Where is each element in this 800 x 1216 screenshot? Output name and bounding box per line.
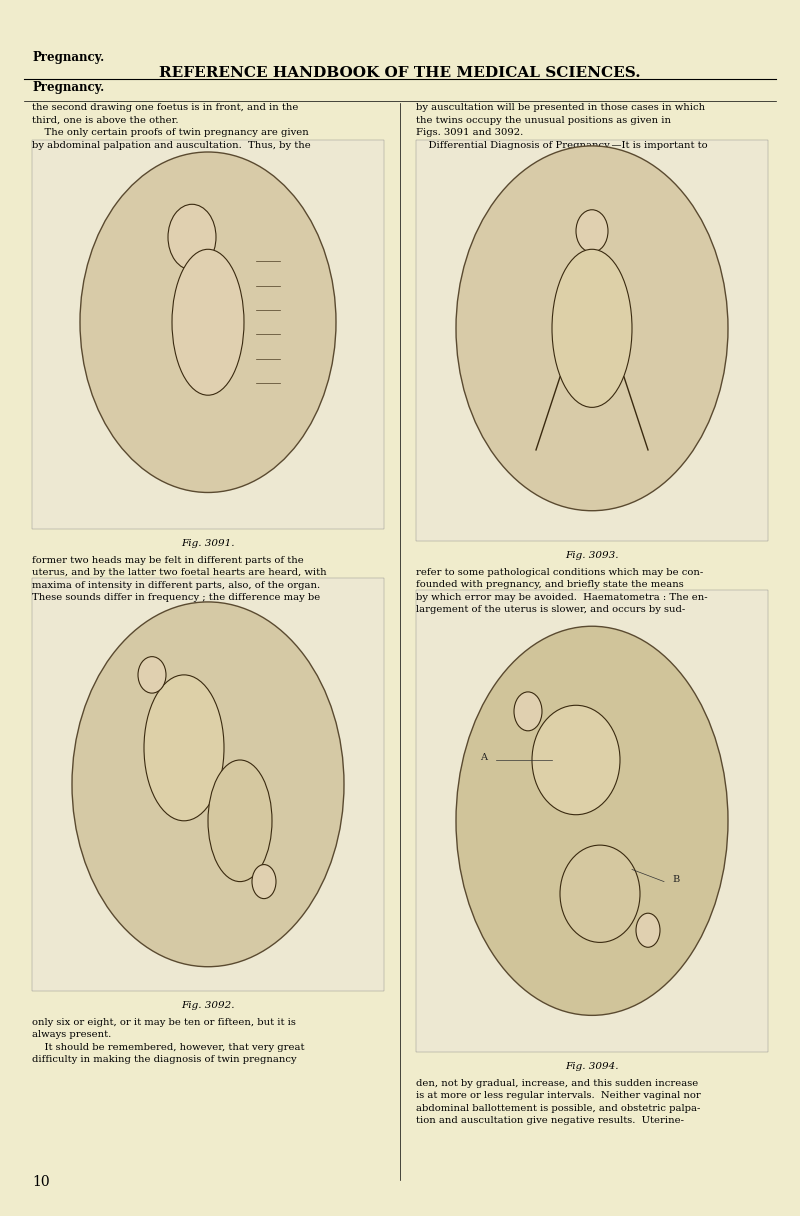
Ellipse shape: [456, 146, 728, 511]
Text: refer to some pathological conditions which may be con-
founded with pregnancy, : refer to some pathological conditions wh…: [416, 568, 708, 614]
Text: Fig. 3094.: Fig. 3094.: [566, 1062, 618, 1070]
Ellipse shape: [72, 602, 344, 967]
Text: the second drawing one foetus is in front, and in the
third, one is above the ot: the second drawing one foetus is in fron…: [32, 103, 310, 150]
Ellipse shape: [560, 845, 640, 942]
Text: Fig. 3092.: Fig. 3092.: [182, 1001, 234, 1009]
Ellipse shape: [552, 249, 632, 407]
Ellipse shape: [138, 657, 166, 693]
Text: Fig. 3091.: Fig. 3091.: [182, 539, 234, 547]
Text: Fig. 3093.: Fig. 3093.: [566, 551, 618, 559]
Text: REFERENCE HANDBOOK OF THE MEDICAL SCIENCES.: REFERENCE HANDBOOK OF THE MEDICAL SCIENC…: [159, 66, 641, 80]
Bar: [416, 590, 768, 1052]
Text: den, not by gradual, increase, and this sudden increase
is at more or less regul: den, not by gradual, increase, and this …: [416, 1079, 701, 1125]
Text: Pregnancy.: Pregnancy.: [32, 51, 104, 64]
Text: by auscultation will be presented in those cases in which
the twins occupy the u: by auscultation will be presented in tho…: [416, 103, 708, 150]
Ellipse shape: [168, 204, 216, 270]
Ellipse shape: [144, 675, 224, 821]
Ellipse shape: [208, 760, 272, 882]
Ellipse shape: [80, 152, 336, 492]
Text: 10: 10: [32, 1175, 50, 1189]
Bar: [32, 578, 384, 991]
Text: only six or eight, or it may be ten or fifteen, but it is
always present.
    It: only six or eight, or it may be ten or f…: [32, 1018, 305, 1064]
Ellipse shape: [172, 249, 244, 395]
Ellipse shape: [514, 692, 542, 731]
Bar: [416, 140, 768, 541]
Ellipse shape: [636, 913, 660, 947]
Ellipse shape: [456, 626, 728, 1015]
Text: Pregnancy.: Pregnancy.: [32, 81, 104, 95]
Text: A: A: [480, 753, 487, 762]
Text: former two heads may be felt in different parts of the
uterus, and by the latter: former two heads may be felt in differen…: [32, 556, 326, 602]
Ellipse shape: [576, 209, 608, 253]
Ellipse shape: [532, 705, 620, 815]
Bar: [32, 140, 384, 529]
Ellipse shape: [252, 865, 276, 899]
Text: B: B: [672, 874, 679, 884]
